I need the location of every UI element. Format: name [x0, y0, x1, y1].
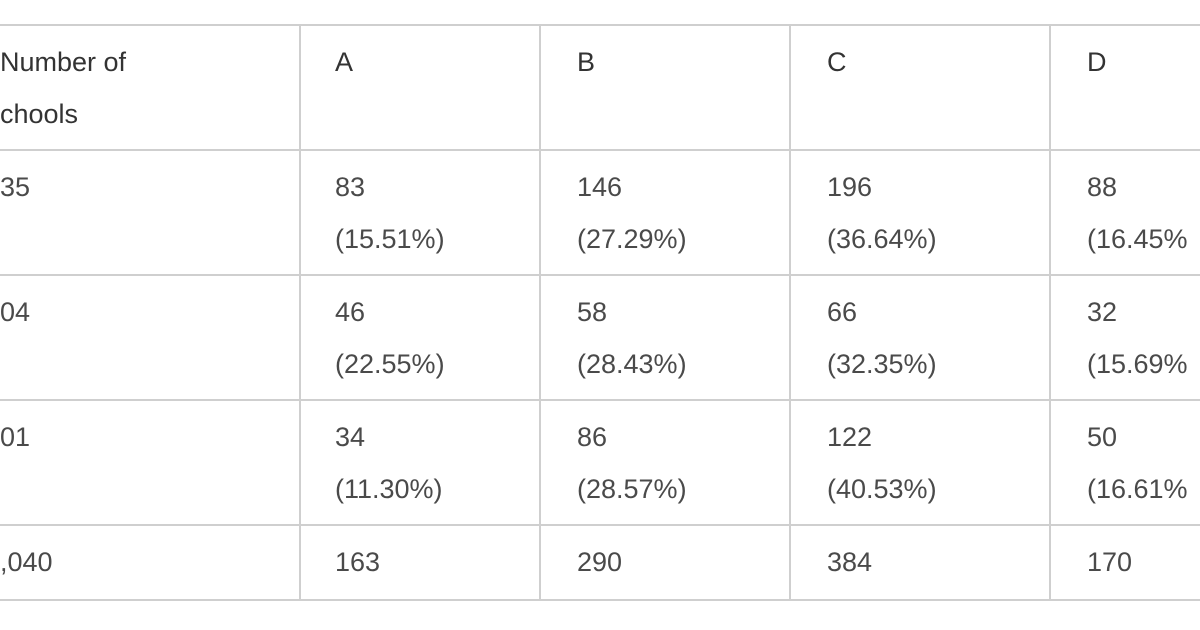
cell-text: 122 [827, 422, 873, 452]
cell-text: (15.51%) [335, 224, 445, 254]
cell-text: (16.61% [1087, 474, 1188, 504]
cell-text: 66 [827, 297, 858, 327]
cell-text: (22.55%) [335, 349, 445, 379]
cell-text: (11.30%) [335, 474, 443, 504]
cell-text: (40.53%) [827, 474, 937, 504]
header-cell-text: A [335, 47, 354, 77]
row-border [0, 149, 1200, 151]
cell-text: (32.35%) [827, 349, 937, 379]
header-cell-text: C [827, 47, 847, 77]
header-cell-text: chools [0, 99, 79, 129]
column-border [299, 25, 301, 600]
cell-text: 04 [0, 297, 31, 327]
cell-text: (28.43%) [577, 349, 687, 379]
row-border [0, 399, 1200, 401]
cell-text: 88 [1087, 172, 1118, 202]
cell-text: (27.29%) [577, 224, 687, 254]
cell-text: 384 [827, 547, 873, 577]
cell-text: (16.45% [1087, 224, 1188, 254]
cell-text: 01 [0, 422, 31, 452]
cell-text: 50 [1087, 422, 1118, 452]
cell-text: 86 [577, 422, 608, 452]
cell-text: (36.64%) [827, 224, 937, 254]
cell-text: 163 [335, 547, 381, 577]
column-border [789, 25, 791, 600]
cell-text: (15.69% [1087, 349, 1188, 379]
cell-text: (28.57%) [577, 474, 687, 504]
header-cell-text: Number of [0, 47, 127, 77]
cell-text: 34 [335, 422, 366, 452]
cell-text: 32 [1087, 297, 1118, 327]
cell-text: 83 [335, 172, 366, 202]
cell-text: 196 [827, 172, 873, 202]
cell-text: 46 [335, 297, 366, 327]
header-cell-text: D [1087, 47, 1107, 77]
row-border [0, 24, 1200, 26]
cell-text: 170 [1087, 547, 1133, 577]
row-border [0, 524, 1200, 526]
cell-text: ,040 [0, 547, 53, 577]
cell-text: 146 [577, 172, 623, 202]
cell-text: 290 [577, 547, 623, 577]
row-border [0, 274, 1200, 276]
cell-text: 58 [577, 297, 608, 327]
column-border [1049, 25, 1051, 600]
cell-text: 35 [0, 172, 31, 202]
column-border [539, 25, 541, 600]
header-cell-text: B [577, 47, 596, 77]
row-border [0, 599, 1200, 601]
